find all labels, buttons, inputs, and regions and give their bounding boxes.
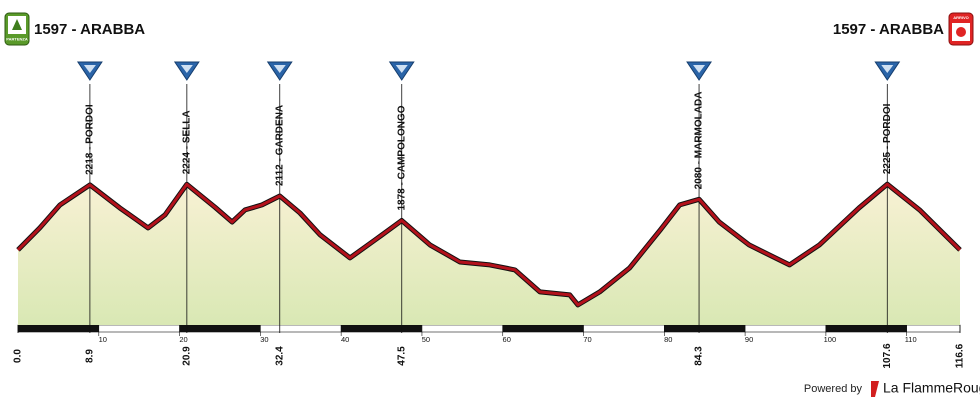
distance-segment xyxy=(260,324,342,333)
x-tick-label: 60 xyxy=(503,335,511,344)
distance-label: 8.9 xyxy=(85,349,96,363)
x-tick-label: 40 xyxy=(341,335,349,344)
climb-marker-inner xyxy=(395,65,408,73)
climb-label: 2080 - MARMOLADA xyxy=(694,92,705,190)
distance-segment xyxy=(664,324,746,333)
finish-badge-text: ARRIVO xyxy=(953,15,969,20)
x-tick-label: 50 xyxy=(422,335,430,344)
start-label: 1597 - ARABBA xyxy=(34,21,145,38)
distance-segment xyxy=(17,324,100,333)
finish-icon xyxy=(956,27,966,37)
climb-marker-inner xyxy=(83,65,96,73)
brand: La FlammeRouge xyxy=(883,380,980,396)
climb-label: 1878 - CAMPOLONGO xyxy=(396,105,407,210)
distance-label: 47.5 xyxy=(396,346,407,366)
distance-label: 32.4 xyxy=(274,346,285,366)
climb-label: 2112 - GARDENA xyxy=(274,105,285,186)
distance-segment xyxy=(421,324,504,333)
climb-marker-inner xyxy=(881,65,894,73)
x-tick-label: 80 xyxy=(664,335,672,344)
x-tick-label: 90 xyxy=(745,335,753,344)
start-badge-text: PARTENZA xyxy=(6,37,28,42)
distance-label: 116.6 xyxy=(955,343,966,368)
x-tick-label: 10 xyxy=(99,335,107,344)
climb-marker-inner xyxy=(273,65,286,73)
distance-label: 20.9 xyxy=(181,346,192,366)
distance-segment xyxy=(744,324,827,333)
x-tick-label: 70 xyxy=(583,335,591,344)
x-tick-label: 20 xyxy=(179,335,187,344)
distance-segment xyxy=(825,324,907,333)
distance-segment xyxy=(502,324,584,333)
brand-logo xyxy=(871,381,879,397)
start-icon xyxy=(12,19,22,30)
climb-marker-inner xyxy=(180,65,193,73)
distance-segment xyxy=(98,324,180,333)
climb-label: 2225 - PORDOI xyxy=(882,103,893,174)
x-tick-label: 30 xyxy=(260,335,268,344)
distance-segment xyxy=(906,324,961,333)
profile-area xyxy=(18,184,960,325)
distance-segment xyxy=(179,324,261,333)
distance-label: 107.6 xyxy=(882,343,893,368)
distance-label: 84.3 xyxy=(694,346,705,366)
distance-label: 0.0 xyxy=(13,349,24,363)
climb-label: 2218 - PORDOI xyxy=(85,104,96,175)
distance-segment xyxy=(583,324,665,333)
climb-marker-inner xyxy=(693,65,706,73)
powered-by: Powered by xyxy=(804,383,863,395)
climb-label: 2224 - SELLA xyxy=(181,110,192,174)
finish-label: 1597 - ARABBA xyxy=(833,21,944,38)
distance-segment xyxy=(340,324,423,333)
x-tick-label: 110 xyxy=(905,335,917,344)
profile-line xyxy=(16,182,962,307)
x-tick-label: 100 xyxy=(824,335,837,344)
